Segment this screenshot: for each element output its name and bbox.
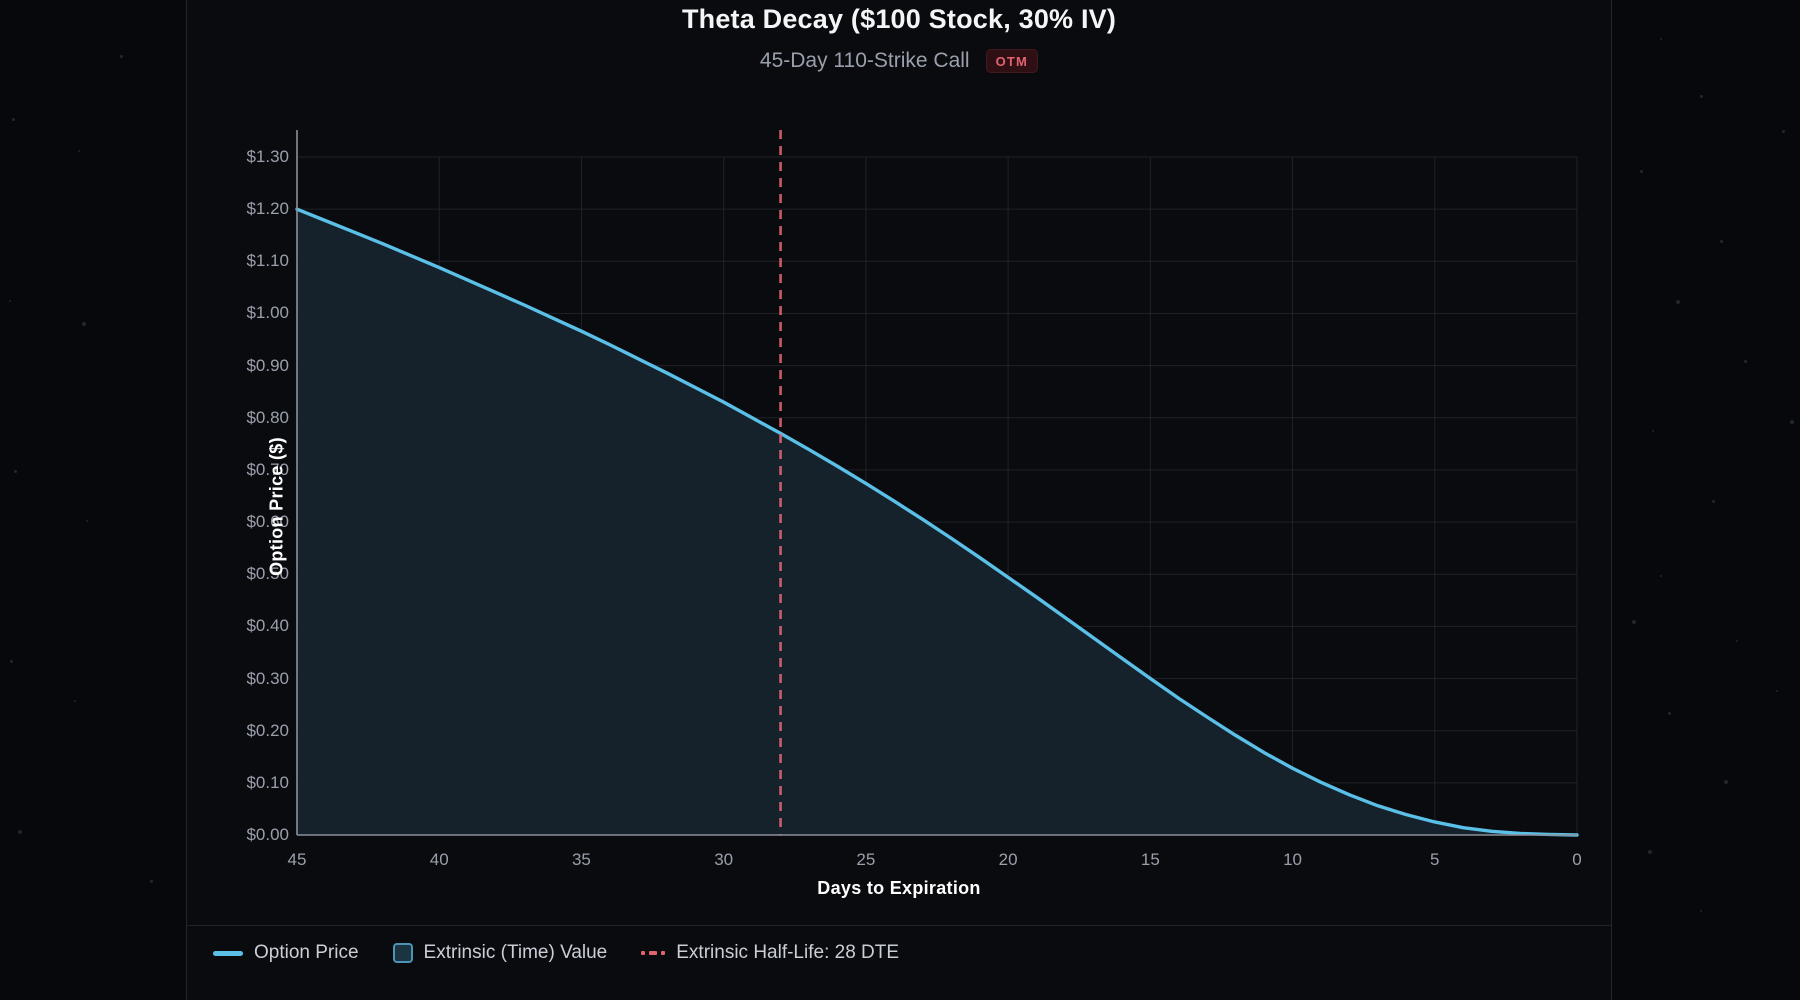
- x-axis-title: Days to Expiration: [817, 878, 981, 898]
- x-axis-tick-label: 35: [571, 850, 591, 869]
- star-dot: [1724, 780, 1728, 784]
- star-dot: [78, 150, 80, 152]
- star-dot: [1776, 690, 1778, 692]
- chart-legend: Option Price Extrinsic (Time) Value Extrin…: [213, 942, 899, 964]
- area-swatch-icon: [392, 943, 413, 963]
- x-axis-tick-label: 15: [1140, 850, 1160, 869]
- x-axis-tick-label: 10: [1283, 850, 1303, 869]
- star-dot: [1720, 240, 1723, 243]
- status-badge: OTM: [985, 49, 1039, 73]
- y-axis-tick-label: $1.00: [246, 303, 289, 323]
- x-axis-tick-label: 20: [998, 850, 1018, 869]
- y-axis-tick-label: $0.80: [246, 407, 289, 427]
- chart-header: Theta Decay ($100 Stock, 30% IV) 45-Day …: [187, 0, 1611, 73]
- star-dot: [120, 55, 123, 58]
- star-dot: [1790, 420, 1794, 424]
- star-dot: [82, 322, 86, 326]
- page-title: Theta Decay ($100 Stock, 30% IV): [681, 4, 1117, 34]
- star-dot: [1640, 170, 1643, 173]
- star-dot: [1648, 850, 1652, 854]
- legend-divider: [187, 925, 1611, 926]
- series-line-option-price: [295, 207, 1579, 837]
- star-dot: [150, 880, 153, 883]
- series-area-extrinsic-value: [297, 209, 1577, 835]
- y-axis-tick-label: $0.20: [246, 720, 289, 740]
- star-dot: [18, 830, 22, 834]
- plot-area: $0.00 $0.10 $0.20 $0.30 $0.40 $0.50 $0.60 $0.70…: [187, 0, 1611, 1000]
- star-dot: [1676, 300, 1680, 304]
- x-axis-tick-label: 25: [856, 850, 876, 869]
- legend-item-label: Extrinsic Half-Life: 28 DTE: [676, 942, 900, 963]
- star-dot: [1632, 620, 1636, 624]
- star-dot: [74, 700, 76, 702]
- star-dot: [1700, 910, 1702, 912]
- y-axis-tick-label: $0.30: [246, 668, 289, 688]
- star-dot: [1652, 430, 1654, 432]
- chart-subtitle: 45-Day 110-Strike Call: [759, 49, 970, 72]
- y-axis-tick-label: $1.20: [246, 199, 289, 219]
- x-axis-tick-label: 45: [287, 850, 307, 869]
- chart-svg: [295, 130, 1579, 837]
- legend-item[interactable]: Extrinsic Half-Life: 28 DTE: [641, 942, 899, 964]
- y-axis-tick-label: $1.30: [246, 147, 289, 166]
- legend-item[interactable]: Extrinsic (Time) Value: [392, 942, 608, 964]
- x-axis-tick-label: 40: [429, 850, 449, 869]
- chart-panel: Theta Decay ($100 Stock, 30% IV) 45-Day …: [186, 0, 1612, 1000]
- y-axis-title: Option Price ($): [266, 437, 287, 576]
- star-dot: [1782, 130, 1785, 133]
- legend-item[interactable]: Option Price: [213, 942, 359, 964]
- star-dot: [1660, 38, 1662, 40]
- y-axis-tick-label: $0.70: [246, 459, 289, 479]
- star-dot: [10, 660, 13, 663]
- star-dot: [1660, 575, 1662, 577]
- y-axis-tick-label: $0.60: [246, 512, 289, 532]
- dashed-line-icon: [641, 951, 666, 955]
- y-axis-tick-label: $0.50: [246, 564, 289, 584]
- subtitle-row: 45-Day 110-Strike Call OTM: [187, 49, 1611, 73]
- star-dot: [12, 118, 15, 121]
- x-axis-tick-label: 5: [1430, 850, 1440, 869]
- y-axis-tick-label: $0.00: [246, 825, 289, 844]
- star-dot: [9, 300, 11, 302]
- star-dot: [86, 520, 88, 522]
- x-axis-tick-label: 30: [714, 850, 734, 869]
- line-icon: [213, 950, 243, 956]
- y-axis-tick-label: $0.10: [246, 772, 289, 792]
- star-dot: [1668, 712, 1671, 715]
- star-dot: [1700, 95, 1703, 98]
- legend-item-label: Option Price: [254, 942, 359, 963]
- star-dot: [1736, 640, 1738, 642]
- legend-item-label: Extrinsic (Time) Value: [423, 942, 608, 963]
- x-axis-tick-label: 0: [1572, 850, 1582, 869]
- star-dot: [1744, 360, 1747, 363]
- y-axis-tick-label: $1.10: [246, 251, 289, 271]
- star-dot: [1712, 500, 1715, 503]
- y-axis-tick-label: $0.40: [246, 616, 289, 636]
- y-axis-tick-label: $0.90: [246, 355, 289, 375]
- star-dot: [14, 470, 17, 473]
